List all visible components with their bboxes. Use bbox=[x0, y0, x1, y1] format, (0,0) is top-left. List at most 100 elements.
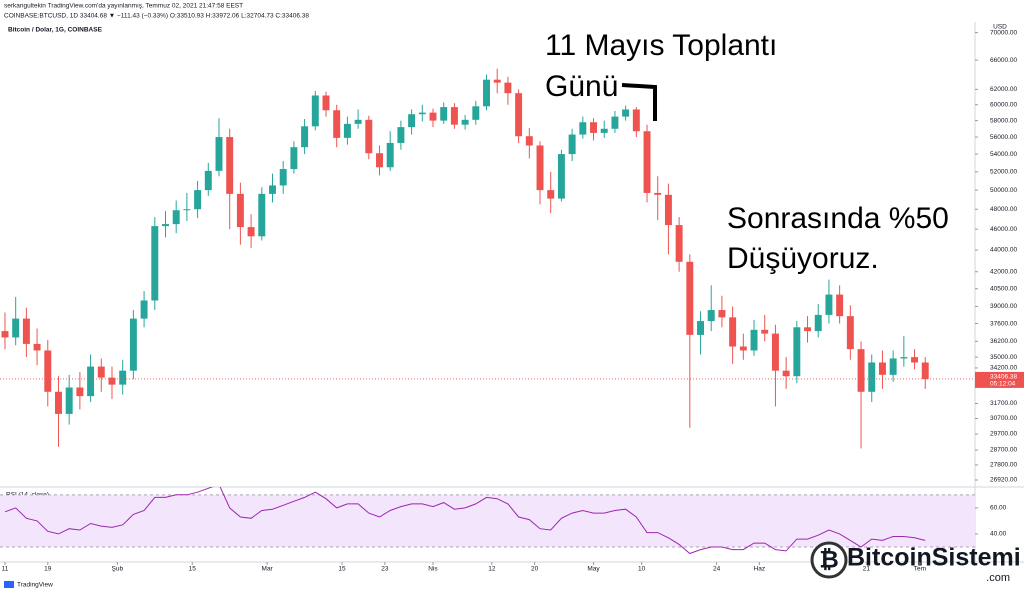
candle-body bbox=[408, 114, 416, 128]
y-tick-label: 29700.00 bbox=[990, 431, 1017, 438]
y-tick-label: 54000.00 bbox=[990, 151, 1017, 158]
annotation: 11 Mayıs Toplantı bbox=[545, 29, 777, 62]
candle-body bbox=[515, 93, 523, 137]
candle-body bbox=[215, 137, 223, 171]
candle-body bbox=[483, 79, 490, 107]
candle-body bbox=[643, 131, 651, 193]
candle-body bbox=[707, 310, 715, 322]
y-tick-label: 34200.00 bbox=[990, 365, 1017, 372]
candle-body bbox=[493, 79, 501, 83]
candle-body bbox=[857, 349, 865, 392]
candle-body bbox=[622, 109, 630, 117]
candle-body bbox=[386, 142, 394, 168]
y-tick-label: 27800.00 bbox=[990, 462, 1017, 469]
candle-body bbox=[461, 119, 469, 125]
candle-body bbox=[322, 95, 330, 111]
y-tick-label: 36200.00 bbox=[990, 338, 1017, 345]
last-price-box bbox=[975, 371, 1024, 388]
candle-body bbox=[718, 310, 726, 318]
y-tick-label: 56000.00 bbox=[990, 134, 1017, 141]
candle-body bbox=[472, 106, 480, 120]
annotation: Sonrasında %50 bbox=[727, 202, 949, 235]
watermark: ₿ BitcoinSistemi .com bbox=[810, 541, 1021, 584]
candle-body bbox=[44, 350, 52, 392]
chart-title: Bitcoin / Dolar, 1G, COINBASE bbox=[8, 27, 103, 34]
candle-body bbox=[418, 112, 426, 115]
candle-body bbox=[739, 346, 747, 351]
candle-body bbox=[878, 362, 886, 375]
candle-body bbox=[226, 137, 234, 194]
candle-body bbox=[108, 377, 116, 385]
candle-body bbox=[750, 329, 758, 351]
y-tick-label: 40500.00 bbox=[990, 285, 1017, 292]
watermark-icon bbox=[810, 541, 848, 579]
x-tick-label: Haz bbox=[754, 566, 766, 573]
x-tick-label: 19 bbox=[44, 566, 52, 573]
y-tick-label: 66000.00 bbox=[990, 57, 1017, 64]
candle-body bbox=[911, 357, 919, 363]
rsi-line bbox=[4, 487, 926, 555]
publisher: serkangultekin TradingView.com'da yayınl… bbox=[4, 3, 243, 10]
candle-body bbox=[654, 192, 662, 195]
watermark-suffix: .com bbox=[986, 572, 1010, 584]
y-tick-label: 37600.00 bbox=[990, 320, 1017, 327]
annotation: Günü bbox=[545, 70, 618, 103]
annotation-arrow bbox=[621, 83, 657, 121]
candle-body bbox=[65, 387, 73, 414]
candle-body bbox=[151, 226, 159, 301]
candle-body bbox=[836, 294, 844, 317]
candle-body bbox=[889, 358, 897, 375]
y-tick-label: 42000.00 bbox=[990, 268, 1017, 275]
quote: COINBASE:BTCUSD, 1D 33404.68 ▼ −111.43 (… bbox=[4, 13, 309, 20]
y-tick-label: 39000.00 bbox=[990, 303, 1017, 310]
candle-body bbox=[664, 194, 672, 226]
candle-body bbox=[129, 318, 137, 371]
candle-body bbox=[354, 119, 362, 124]
x-tick-label: Tem bbox=[914, 566, 926, 573]
candle-body bbox=[55, 391, 62, 414]
x-tick-label: 11 bbox=[2, 566, 9, 573]
candle-body bbox=[269, 185, 276, 194]
x-tick-label: 23 bbox=[381, 566, 389, 573]
candle-body bbox=[140, 300, 148, 319]
candle-body bbox=[825, 294, 833, 315]
y-tick-label: 52000.00 bbox=[990, 168, 1017, 175]
logo: TradingView bbox=[17, 582, 53, 589]
candle-body bbox=[12, 318, 20, 338]
candle-body bbox=[258, 193, 266, 237]
candle-body bbox=[771, 333, 779, 371]
candle-body bbox=[686, 261, 694, 335]
candle-body bbox=[183, 209, 191, 211]
candle-body bbox=[33, 343, 41, 351]
candle-body bbox=[782, 370, 790, 377]
y-tick-label: 30700.00 bbox=[990, 415, 1017, 422]
x-tick-label: 15 bbox=[189, 566, 197, 573]
x-tick-label: 21 bbox=[863, 566, 871, 573]
candle-body bbox=[729, 317, 737, 347]
watermark-icon-letter: ₿ bbox=[819, 546, 839, 573]
candle-body bbox=[97, 366, 105, 378]
candle-body bbox=[22, 318, 30, 344]
y-tick-label: 48000.00 bbox=[990, 206, 1017, 213]
candle-body bbox=[675, 225, 683, 262]
x-tick-label: May bbox=[587, 566, 600, 573]
candle-body bbox=[440, 107, 448, 121]
y-tick-label: 31700.00 bbox=[990, 400, 1017, 407]
candle-body bbox=[301, 126, 309, 148]
x-tick-label: 20 bbox=[531, 566, 539, 573]
candle-body bbox=[290, 147, 298, 170]
candle-body bbox=[172, 210, 180, 225]
y-tick-label: 28700.00 bbox=[990, 447, 1017, 454]
candle-body bbox=[793, 327, 801, 377]
candle-body bbox=[632, 109, 640, 132]
candle-body bbox=[697, 321, 705, 335]
candle-body bbox=[450, 107, 458, 125]
y-tick-label: 60000.00 bbox=[990, 101, 1017, 108]
candle-body bbox=[590, 122, 597, 133]
candle-body bbox=[429, 112, 437, 121]
candle-body bbox=[247, 227, 255, 237]
candle-body bbox=[921, 362, 929, 380]
candle-body bbox=[204, 170, 212, 191]
x-tick-label: 15 bbox=[338, 566, 346, 573]
